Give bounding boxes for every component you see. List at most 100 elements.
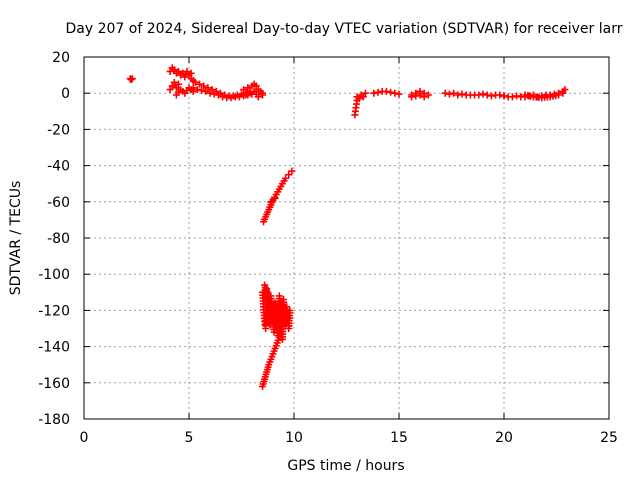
data-point-fill — [183, 86, 191, 94]
data-point — [204, 84, 212, 92]
data-point — [370, 89, 378, 97]
x-tick-label: 5 — [185, 430, 194, 446]
data-point-fill — [273, 309, 281, 317]
data-point-fill — [352, 100, 360, 108]
data-point — [496, 91, 504, 99]
data-point — [246, 89, 254, 97]
data-point — [200, 82, 208, 90]
data-point — [416, 91, 424, 99]
data-point — [179, 69, 187, 77]
y-tick-label: -180 — [38, 412, 70, 428]
data-point-fill — [189, 77, 197, 85]
y-tick-label: -100 — [38, 267, 70, 283]
x-tick-label: 25 — [600, 430, 618, 446]
data-point — [208, 86, 216, 94]
data-point-fill — [264, 293, 272, 301]
data-point-fill — [268, 353, 276, 361]
data-point — [382, 87, 390, 95]
data-point — [361, 89, 369, 97]
data-points — [126, 64, 569, 390]
axis-ticks — [83, 56, 610, 420]
y-tick-label: -140 — [38, 340, 70, 356]
data-point — [127, 76, 135, 84]
data-point — [454, 91, 462, 99]
x-tick-label: 15 — [390, 430, 408, 446]
data-point-fill — [270, 347, 278, 355]
data-point — [198, 86, 206, 94]
data-point — [561, 86, 569, 94]
y-tick-labels: 20 0 -20 -40 -60 -80 -100 -120 -140 -160 -180 — [38, 50, 70, 428]
data-point — [202, 87, 210, 95]
data-point — [559, 89, 567, 97]
y-tick-label: -20 — [47, 122, 70, 138]
data-point-fill — [279, 320, 287, 328]
data-point — [355, 95, 363, 103]
data-point-fill — [171, 81, 179, 89]
y-tick-label: -60 — [47, 195, 70, 211]
data-point — [288, 167, 296, 175]
data-point — [206, 89, 214, 97]
data-point-fill — [280, 177, 288, 185]
x-tick-label: 20 — [495, 430, 513, 446]
y-axis-label: SDTVAR / TECUs — [8, 181, 24, 296]
data-point — [170, 66, 178, 74]
data-point — [244, 84, 252, 92]
data-point — [193, 86, 201, 94]
data-point — [479, 90, 487, 98]
data-point — [508, 93, 516, 101]
data-point-fill — [552, 92, 560, 100]
data-point — [189, 84, 197, 92]
data-point — [395, 90, 403, 98]
data-point — [359, 93, 367, 101]
data-point-fill — [175, 88, 182, 96]
data-point — [196, 80, 203, 88]
data-point — [252, 82, 260, 90]
data-point-fill — [262, 286, 270, 294]
data-point — [235, 93, 243, 101]
y-tick-label: -160 — [38, 376, 70, 392]
data-point-fill — [262, 370, 270, 378]
data-point — [175, 67, 182, 75]
data-point — [271, 194, 279, 202]
data-point-fill — [275, 302, 283, 310]
data-point-fill — [266, 358, 274, 366]
data-point — [285, 171, 293, 179]
y-tick-label: -40 — [47, 159, 70, 175]
data-point — [391, 89, 399, 97]
data-point-fill — [252, 90, 260, 98]
data-point-fill — [351, 107, 359, 115]
data-point-fill — [527, 92, 535, 100]
data-point-fill — [274, 188, 282, 196]
data-point — [500, 92, 508, 100]
data-point — [374, 88, 382, 96]
data-point — [475, 91, 483, 99]
data-point — [166, 67, 174, 75]
gridlines — [84, 57, 609, 419]
data-point — [412, 92, 420, 100]
data-point — [227, 94, 235, 102]
x-tick-labels: 0 5 10 15 20 25 — [80, 430, 618, 446]
data-point — [458, 90, 466, 98]
data-point-fill — [274, 336, 282, 344]
x-tick-label: 0 — [80, 430, 89, 446]
data-point — [240, 86, 248, 94]
data-point-fill — [260, 378, 268, 386]
data-point — [219, 93, 227, 101]
y-tick-label: -120 — [38, 303, 70, 319]
data-point — [420, 93, 428, 101]
data-point-fill — [268, 308, 276, 316]
data-point — [445, 90, 453, 98]
data-point-fill — [286, 309, 294, 317]
y-tick-label: 0 — [61, 86, 70, 102]
data-point-fill — [265, 206, 273, 214]
data-point — [128, 75, 136, 83]
x-axis-label: GPS time / hours — [287, 458, 404, 474]
data-point — [387, 88, 395, 96]
data-point — [175, 80, 182, 88]
x-tick-label: 10 — [285, 430, 303, 446]
data-point — [259, 91, 266, 99]
data-point — [242, 91, 250, 99]
data-point — [450, 89, 458, 97]
data-point-fill — [262, 213, 270, 221]
data-point-fill — [543, 93, 551, 101]
